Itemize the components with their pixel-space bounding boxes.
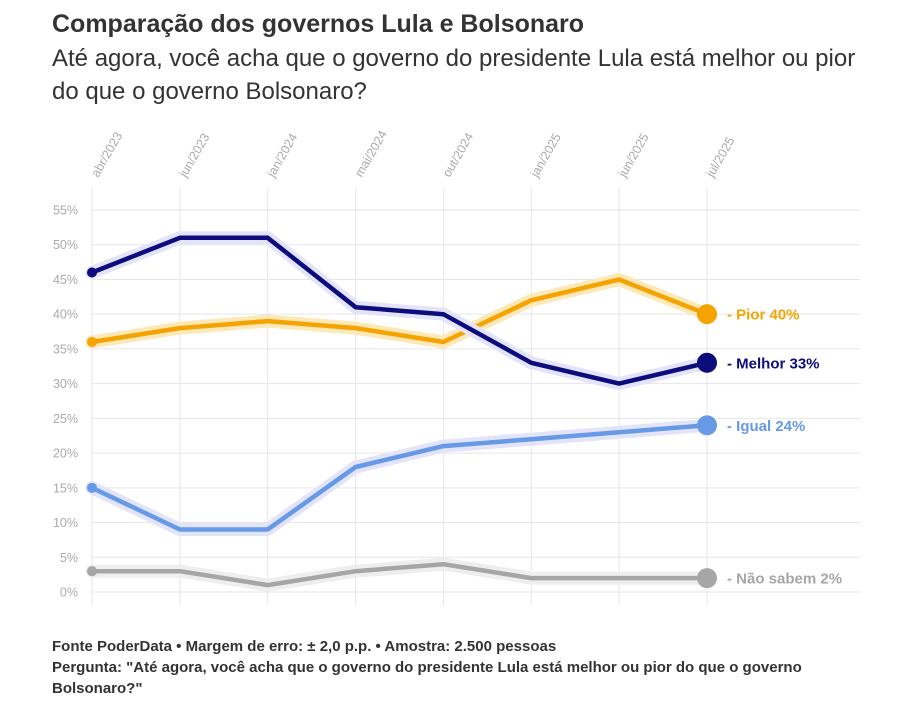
footer: Fonte PoderData • Margem de erro: ± 2,0 … <box>52 636 852 699</box>
series-line-melhor <box>89 235 710 386</box>
y-tick-label: 40% <box>53 308 78 322</box>
x-tick-label: jun/2025 <box>615 131 652 180</box>
y-tick-label: 20% <box>53 447 78 461</box>
y-tick-label: 30% <box>53 377 78 391</box>
y-tick-label: 15% <box>53 481 78 495</box>
series-line-n-o-sabem <box>89 561 710 588</box>
y-tick-label: 50% <box>53 238 78 252</box>
y-tick-label: 10% <box>53 516 78 530</box>
series-end-label: - Igual 24% <box>727 418 805 435</box>
chart-subtitle: Até agora, você acha que o governo do pr… <box>52 45 856 105</box>
x-tick-label: mai/2024 <box>352 128 390 180</box>
x-tick-label: jun/2023 <box>176 131 213 180</box>
series-line-igual <box>89 423 710 532</box>
series-start-point <box>87 482 97 493</box>
chart-title: Comparação dos governos Lula e Bolsonaro <box>52 10 585 38</box>
series-halo <box>85 418 714 536</box>
y-tick-label: 5% <box>60 551 78 565</box>
y-tick-label: 0% <box>60 586 78 600</box>
series-line-pior <box>89 277 710 345</box>
end-labels: - Pior 40% - Melhor 33% - Igual 24% - Não s… <box>697 304 842 589</box>
series-end-point <box>697 568 717 589</box>
grid-lines <box>91 188 860 605</box>
x-tick-label: jan/2025 <box>527 131 564 180</box>
question-note: Pergunta: "Até agora, você acha que o go… <box>52 659 802 697</box>
y-tick-label: 35% <box>53 342 78 356</box>
x-tick-label: abr/2023 <box>88 130 125 180</box>
y-axis-ticks: 0% 5% 10% 15% 20% 25% 30% 35% 40% 45% 50% 55% <box>53 204 78 600</box>
y-tick-label: 55% <box>53 204 78 218</box>
series-lines <box>85 231 714 592</box>
series-end-point <box>697 352 717 373</box>
x-axis-ticks: abr/2023 jun/2023 jan/2024 mai/2024 out/2024… <box>88 128 737 180</box>
series-end-point <box>697 415 717 436</box>
series-start-point <box>87 267 97 278</box>
series-end-label: - Pior 40% <box>727 307 800 324</box>
series-end-label: - Não sabem 2% <box>727 571 842 588</box>
y-tick-label: 25% <box>53 412 78 426</box>
series-end-point <box>697 304 717 325</box>
line-chart: abr/2023 jun/2023 jan/2024 mai/2024 out/2024… <box>53 128 860 605</box>
series-end-label: - Melhor 33% <box>727 355 820 372</box>
x-tick-label: out/2024 <box>440 130 476 179</box>
series-start-point <box>87 336 97 347</box>
series-start-point <box>87 566 97 577</box>
x-tick-label: jan/2024 <box>264 131 301 180</box>
x-tick-label: jul/2025 <box>703 135 738 181</box>
source-note: Fonte PoderData • Margem de erro: ± 2,0 … <box>52 638 557 655</box>
y-tick-label: 45% <box>53 273 78 287</box>
